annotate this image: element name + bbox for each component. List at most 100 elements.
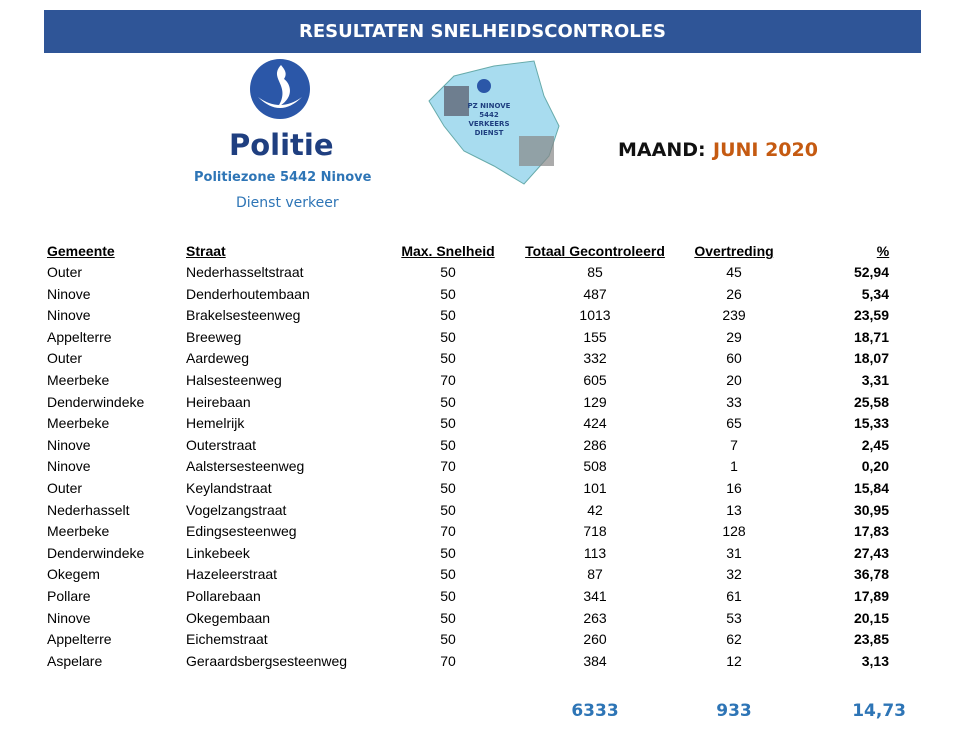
- table-cell: 25,58: [853, 393, 889, 410]
- column-header: Straat: [186, 243, 226, 259]
- table-cell: 23,59: [853, 307, 889, 324]
- column-header: Max. Snelheid: [401, 243, 495, 259]
- table-cell: 50: [440, 350, 456, 367]
- table-cell: Outer: [47, 480, 83, 496]
- table-cell: 50: [440, 393, 456, 410]
- table-cell: 15,33: [853, 415, 889, 432]
- table-cell: Halsesteenweg: [186, 372, 282, 388]
- table-cell: 30,95: [853, 501, 889, 518]
- table-cell: 31: [726, 544, 742, 561]
- table-cell: 70: [440, 523, 456, 540]
- table-cell: 13: [726, 501, 742, 518]
- table-cell: 85: [587, 264, 603, 280]
- table-cell: 0,20: [861, 458, 889, 475]
- table-cell: 508: [583, 458, 607, 475]
- table-cell: 65: [726, 415, 742, 432]
- table-cell: Aalstersesteenweg: [186, 458, 305, 475]
- total-value: 933: [716, 701, 752, 721]
- table-cell: 113: [583, 544, 607, 561]
- total-value: 6333: [571, 701, 619, 721]
- table-cell: 50: [440, 544, 456, 561]
- table-cell: 36,78: [853, 566, 889, 583]
- table-cell: 50: [440, 609, 456, 626]
- table-cell: Meerbeke: [47, 523, 110, 540]
- column-header: Overtreding: [694, 243, 774, 259]
- table-cell: 155: [583, 328, 607, 345]
- table-cell: 42: [587, 501, 603, 518]
- table-cell: 1013: [579, 307, 611, 324]
- table-cell: 487: [583, 285, 607, 302]
- table-cell: Outerstraat: [186, 436, 257, 453]
- map-label: PZ NINOVE: [468, 102, 511, 110]
- table-cell: 18,71: [853, 328, 889, 345]
- table-cell: Appelterre: [47, 631, 112, 648]
- table-cell: 50: [440, 566, 456, 583]
- table-cell: Denderwindeke: [47, 393, 145, 410]
- table-cell: Hemelrijk: [186, 415, 245, 432]
- table-cell: Denderhoutembaan: [186, 285, 310, 302]
- table-cell: Okegem: [47, 566, 100, 583]
- table-cell: Heirebaan: [186, 393, 251, 410]
- month-label: MAAND:: [618, 139, 706, 161]
- table-cell: 62: [726, 631, 742, 648]
- month-value: JUNI 2020: [713, 139, 818, 161]
- table-cell: Pollare: [47, 588, 91, 604]
- table-cell: 15,84: [853, 480, 889, 496]
- map-label: DIENST: [475, 129, 504, 137]
- table-cell: 128: [722, 523, 746, 540]
- table-cell: 3,31: [861, 372, 889, 388]
- table-cell: 87: [587, 566, 603, 583]
- table-cell: Aspelare: [47, 652, 103, 669]
- column-header: Gemeente: [47, 243, 115, 259]
- table-cell: Geraardsbergsesteenweg: [186, 652, 348, 669]
- map-label: 5442: [479, 111, 499, 119]
- table-cell: 26: [726, 285, 742, 302]
- table-cell: 61: [726, 588, 742, 604]
- table-cell: 129: [583, 393, 607, 410]
- table-cell: 12: [726, 652, 742, 669]
- table-cell: 16: [726, 480, 742, 496]
- table-cell: 101: [583, 480, 607, 496]
- table-cell: 50: [440, 631, 456, 648]
- table-cell: 23,85: [853, 631, 889, 648]
- table-cell: Nederhasselt: [47, 501, 130, 518]
- table-cell: Ninove: [47, 609, 91, 626]
- table-cell: 50: [440, 328, 456, 345]
- table-cell: Linkebeek: [186, 544, 250, 561]
- table-cell: Edingsesteenweg: [186, 523, 297, 540]
- table-cell: Outer: [47, 264, 83, 280]
- zone-label: Politiezone 5442 Ninove: [194, 170, 372, 185]
- table-cell: Okegembaan: [186, 609, 271, 626]
- table-cell: 17,83: [853, 523, 889, 540]
- table-cell: 32: [726, 566, 742, 583]
- table-cell: 341: [583, 588, 607, 604]
- table-cell: 50: [440, 307, 456, 324]
- table-cell: 53: [726, 609, 742, 626]
- table-cell: 718: [583, 523, 607, 540]
- table-cell: Outer: [47, 350, 83, 367]
- table-cell: Brakelsesteenweg: [186, 307, 301, 324]
- column-header: Totaal Gecontroleerd: [525, 243, 665, 259]
- table-cell: 27,43: [853, 544, 889, 561]
- table-cell: Hazeleerstraat: [186, 566, 278, 583]
- table-cell: 263: [583, 609, 607, 626]
- table-cell: Denderwindeke: [47, 544, 145, 561]
- table-cell: 70: [440, 652, 456, 669]
- table-cell: 50: [440, 588, 456, 604]
- column-header: %: [876, 243, 890, 259]
- table-cell: 29: [726, 328, 742, 345]
- table-cell: 17,89: [853, 588, 889, 604]
- table-cell: 384: [583, 652, 607, 669]
- table-cell: Meerbeke: [47, 415, 110, 432]
- table-cell: Pollarebaan: [186, 588, 261, 604]
- table-cell: 260: [583, 631, 607, 648]
- table-cell: 50: [440, 436, 456, 453]
- table-cell: 424: [583, 415, 607, 432]
- table-cell: 52,94: [853, 264, 889, 280]
- table-cell: 5,34: [861, 285, 889, 302]
- table-cell: Ninove: [47, 307, 91, 324]
- table-cell: 50: [440, 285, 456, 302]
- table-cell: 239: [722, 307, 746, 324]
